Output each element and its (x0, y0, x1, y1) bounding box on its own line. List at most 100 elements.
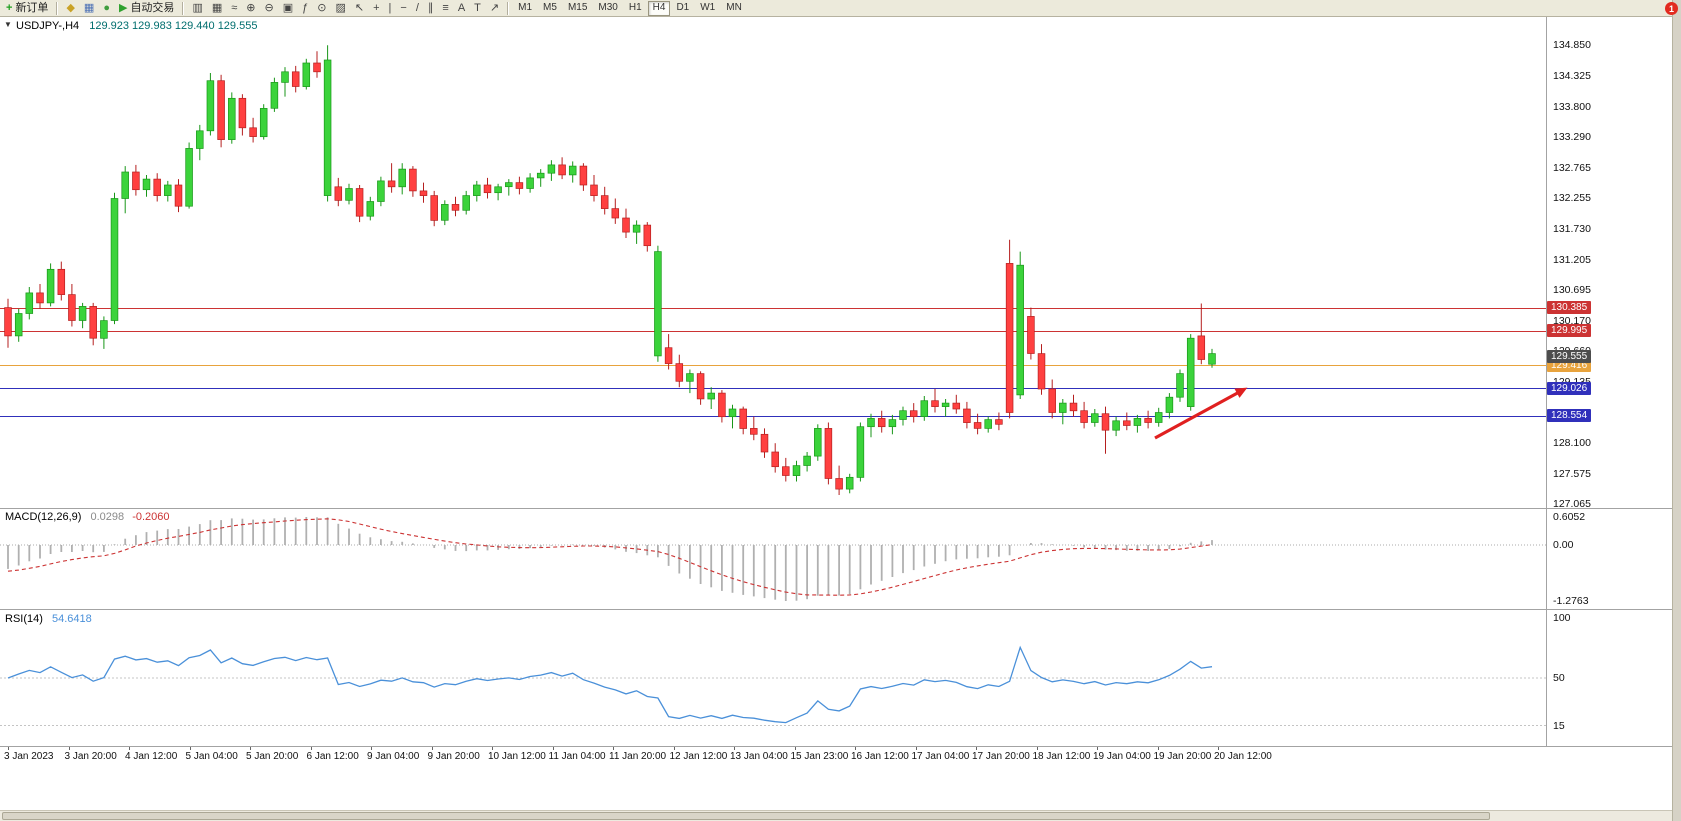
price-axis-border (1546, 17, 1547, 747)
rsi-indicator-panel[interactable] (0, 610, 1546, 746)
timeframe-m30-button[interactable]: M30 (593, 1, 622, 16)
candle (686, 373, 694, 382)
time-tick (8, 747, 9, 750)
data-window-button[interactable]: ▦ (80, 1, 98, 16)
candle (1091, 413, 1099, 423)
candle (1016, 264, 1024, 396)
vertical-line-icon: | (388, 1, 392, 14)
candle (121, 171, 129, 199)
time-tick (371, 747, 372, 750)
time-tick (1157, 747, 1159, 750)
time-axis-label: 13 Jan 04:00 (730, 751, 788, 762)
cursor-button[interactable]: ↖ (351, 1, 368, 16)
timeframe-h1-button[interactable]: H1 (624, 1, 647, 16)
candle (1080, 410, 1088, 423)
timeframe-m15-button[interactable]: M15 (563, 1, 592, 16)
timeframe-d1-label: D1 (676, 2, 690, 13)
tile-windows-button[interactable]: ▣ (279, 1, 297, 16)
time-axis-label: 3 Jan 2023 (4, 751, 54, 762)
panel-separator[interactable] (0, 508, 1672, 509)
panel-separator[interactable] (0, 609, 1672, 610)
candle (696, 373, 705, 400)
candle (4, 307, 12, 337)
axis-label: 50 (1553, 672, 1565, 684)
axis-label: 15 (1553, 719, 1565, 732)
candle (377, 180, 385, 202)
axis-label: 131.730 (1553, 223, 1591, 236)
chevron-down-icon[interactable]: ▼ (4, 20, 12, 29)
crosshair-button[interactable]: + (369, 1, 383, 16)
new-order-button[interactable]: + 新订单 (2, 1, 52, 16)
timeframe-m1-button[interactable]: M1 (513, 1, 537, 16)
candle (909, 410, 918, 417)
time-tick (915, 747, 917, 750)
timeframe-h4-button[interactable]: H4 (647, 0, 671, 16)
indicators-list-button[interactable]: ƒ (298, 1, 312, 16)
bar-chart-button[interactable]: ▥ (188, 1, 206, 16)
timeframe-m5-button[interactable]: M5 (538, 1, 562, 16)
text-label-button[interactable]: T (470, 1, 485, 16)
periods-menu-button[interactable]: ⊙ (313, 1, 330, 16)
arrows-menu-icon: ↗ (489, 1, 500, 14)
time-axis-label: 20 Jan 12:00 (1214, 751, 1272, 762)
timeframe-mn-button[interactable]: MN (721, 1, 747, 16)
price-badge: 130.385 (1547, 301, 1592, 315)
market-watch-icon: ◆ (66, 1, 75, 14)
candle (995, 419, 1003, 425)
horizontal-scrollbar-thumb[interactable] (2, 812, 1490, 820)
time-axis-label: 15 Jan 23:00 (790, 751, 849, 762)
autotrade-button[interactable]: ▶ 自动交易 (115, 1, 178, 16)
horizontal-line-button[interactable]: − (396, 1, 410, 16)
candle (430, 195, 438, 221)
templates-menu-button[interactable]: ▨ (331, 1, 349, 16)
macd-signal-line (7, 518, 1213, 596)
candle (1048, 388, 1056, 413)
notification-badge[interactable]: 1 (1665, 2, 1678, 15)
candle (505, 182, 513, 188)
time-tick (1218, 747, 1219, 750)
text-button[interactable]: A (454, 1, 469, 16)
price-badge: 128.554 (1547, 409, 1592, 423)
candle (14, 313, 23, 337)
timeframe-m5-label: M5 (543, 2, 557, 13)
price-chart-panel[interactable] (0, 17, 1546, 508)
candle (483, 184, 492, 194)
sound-alerts-button[interactable]: ● (99, 1, 114, 16)
candle (1112, 420, 1120, 431)
time-axis[interactable]: 3 Jan 2023 3 Jan 20:00 4 Jan 12:00 5 Jan 04… (0, 747, 1546, 767)
timeframe-w1-button[interactable]: W1 (695, 1, 720, 16)
main-toolbar: + 新订单 ◆ ▦ ● ▶ 自动交易 ▥ ▦ ≈ ⊕ ⊖ ▣ ƒ ⊙ ▨ ↖ + | − / ∥ ≡ A T ↗ M1 M… (0, 0, 1681, 17)
arrows-menu-button[interactable]: ↗ (486, 1, 503, 16)
trendline-button[interactable]: / (412, 1, 423, 16)
price-axis[interactable]: 134.850 134.325 133.800 133.290 132.765 132.2… (1547, 0, 1672, 821)
macd-indicator-panel[interactable] (0, 509, 1546, 609)
zoom-in-button[interactable]: ⊕ (242, 1, 259, 16)
candle (78, 306, 87, 321)
candle (387, 180, 396, 188)
horizontal-scrollbar[interactable] (0, 810, 1672, 821)
trend-arrow[interactable] (1154, 388, 1244, 440)
candle (739, 408, 747, 429)
time-tick (734, 747, 735, 750)
timeframe-m15-label: M15 (567, 2, 588, 13)
candle (217, 80, 225, 140)
zoom-out-button[interactable]: ⊖ (261, 1, 278, 16)
time-tick (189, 747, 191, 750)
line-chart-button[interactable]: ≈ (227, 1, 241, 16)
fibonacci-retracement-icon: ≡ (442, 1, 449, 14)
candle (792, 465, 801, 476)
equidistant-channel-button[interactable]: ∥ (424, 1, 438, 16)
price-badge: 129.995 (1547, 324, 1592, 338)
market-watch-button[interactable]: ◆ (62, 1, 78, 16)
candle (579, 165, 588, 186)
candle (1101, 413, 1110, 431)
fibonacci-retracement-button[interactable]: ≡ (438, 1, 452, 16)
candle (1208, 353, 1216, 365)
chart-title: USDJPY-,H4 129.923 129.983 129.440 129.5… (16, 20, 257, 32)
timeframe-d1-button[interactable]: D1 (671, 1, 694, 16)
candlestick-chart-button[interactable]: ▦ (208, 1, 226, 16)
candle (931, 400, 939, 407)
candle (281, 71, 289, 83)
vertical-line-button[interactable]: | (385, 1, 396, 16)
candle (291, 71, 300, 87)
